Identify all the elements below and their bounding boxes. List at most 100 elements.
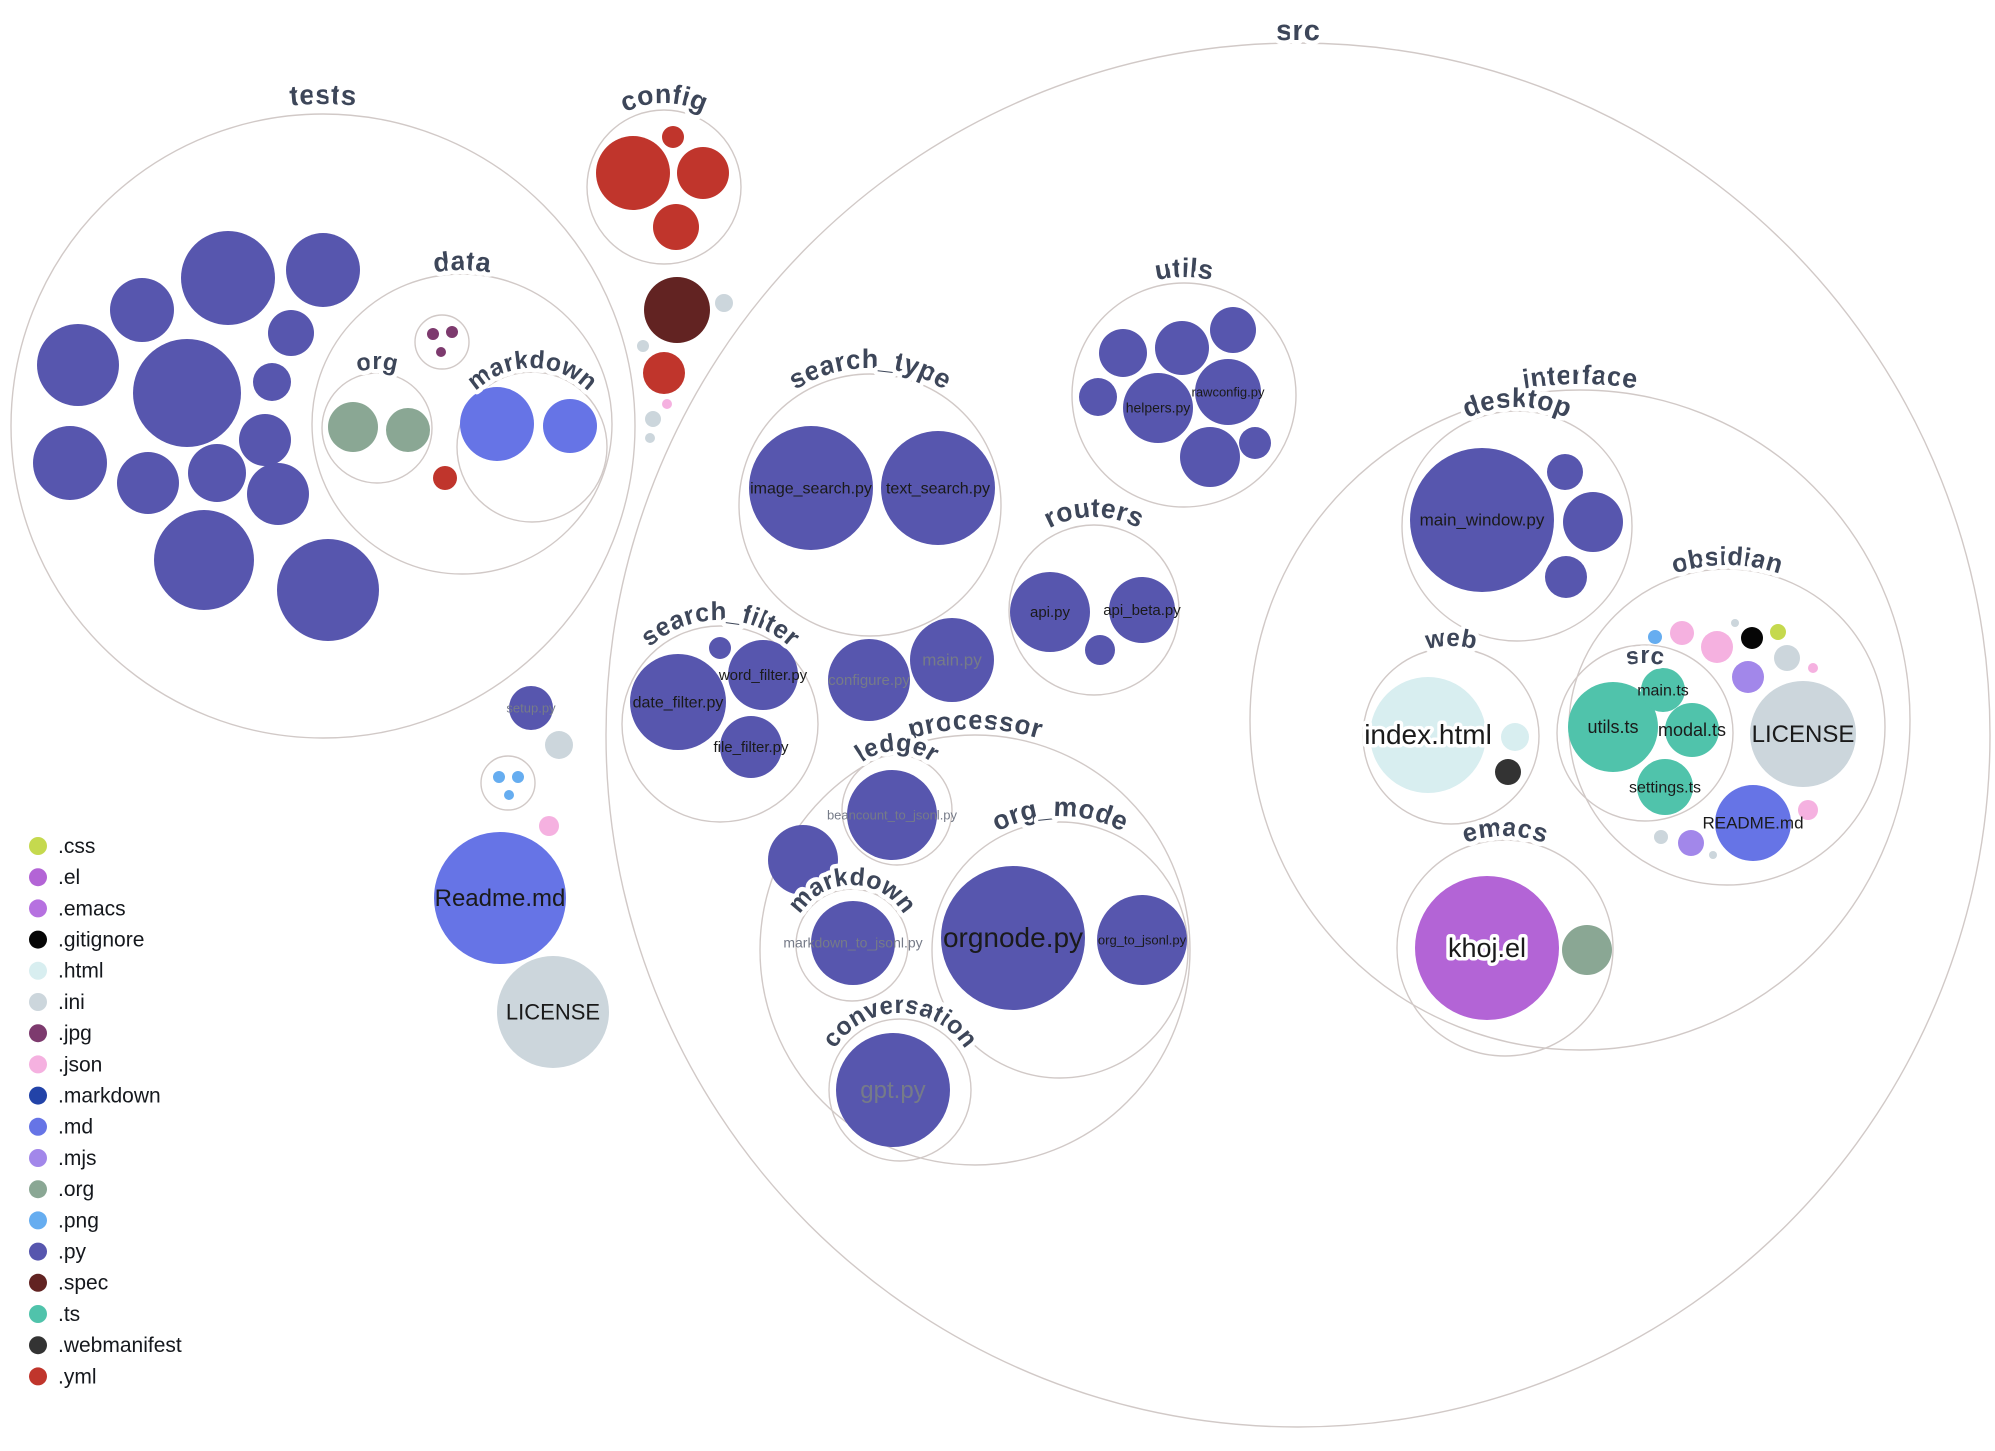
file-tests-py-3-circle [110, 278, 174, 342]
file-main-window-py-circle [1410, 448, 1554, 592]
file-obsidian-ini-3-circle [1654, 830, 1668, 844]
file-desktop-py-3-circle [1545, 556, 1587, 598]
file-main-ts-label: main.ts [1637, 682, 1689, 699]
file-tests-py-1-circle [181, 231, 275, 325]
file-obsidian-license-circle [1750, 681, 1856, 787]
file-word-filter-py-circle [728, 640, 798, 710]
legend-dot-org [29, 1180, 47, 1199]
file-root-ini-3-circle [637, 340, 649, 352]
file-orgnode-py-label: orgnode.py [943, 922, 1083, 953]
dir-obsidian-src-circle [1556, 644, 1734, 822]
file-utils-ts-label: utils.ts [1587, 717, 1638, 737]
dir-web-circle [1362, 647, 1540, 825]
legend-label-gitignore: .gitignore [58, 929, 144, 952]
file-helpers-py-label: helpers.py [1126, 400, 1191, 416]
file-config-yml-1-circle [596, 136, 670, 210]
legend-label-ini: .ini [58, 991, 85, 1014]
file-root-ini-1-circle [545, 731, 573, 759]
file-processor-py-circle [768, 825, 838, 895]
file-obsidian-json-2-circle [1701, 631, 1733, 663]
dir-conversation-circle [828, 1018, 972, 1162]
file-file-filter-py-label: file_filter.py [713, 739, 789, 756]
file-routers-py-circle [1085, 635, 1115, 665]
dir-search-filter-circle [621, 625, 819, 823]
file-org-to-jsonl-py-circle [1097, 895, 1187, 985]
dir-web-label: web [1422, 624, 1479, 655]
file-data-jpg-2-circle [446, 326, 458, 338]
file-tests-py-14-circle [277, 539, 379, 641]
file-date-filter-py-circle [630, 654, 726, 750]
legend-item-json: .json [29, 1053, 102, 1076]
file-tests-py-9-circle [33, 426, 107, 500]
legend-label-yml: .yml [58, 1365, 97, 1388]
legend-item-emacs: .emacs [29, 897, 126, 920]
file-modal-ts-circle [1665, 703, 1719, 757]
legend-dot-webmanifest [29, 1336, 47, 1355]
dir-interface-label: interface [1520, 360, 1639, 395]
legend-item-ts: .ts [29, 1303, 80, 1326]
legend-dot-html [29, 961, 47, 980]
file-obsidian-readme-md-circle [1715, 785, 1791, 861]
file-root-ini-4-circle [645, 411, 661, 427]
dir-utils-circle [1071, 282, 1297, 508]
legend-label-py: .py [58, 1241, 87, 1264]
file-data-md-2-circle [543, 399, 597, 453]
legend-item-yml: .yml [29, 1365, 97, 1388]
file-root-setup-py-circle [509, 686, 553, 730]
file-data-jpg-1-circle [427, 328, 439, 340]
file-obsidian-css-circle [1770, 624, 1786, 640]
file-emacs-org-circle [1562, 925, 1612, 975]
legend-label-webmanifest: .webmanifest [58, 1334, 182, 1357]
dir-utils-label: utils [1152, 253, 1215, 286]
file-tests-py-8-circle [239, 414, 291, 466]
file-obsidian-json-1-circle [1670, 621, 1694, 645]
dir-jpg-dir-circle [414, 314, 470, 370]
file-khoj-el-circle [1415, 876, 1559, 1020]
file-beancount-to-jsonl-py-circle [847, 770, 937, 860]
file-root-ini-2-circle [715, 294, 733, 312]
file-utils-py-5-circle [1180, 427, 1240, 487]
file-web-html-2-circle [1501, 723, 1529, 751]
file-index-html-circle [1370, 677, 1486, 793]
dir-obsidian-src-label: src [1624, 642, 1667, 671]
dir-org-label: org [354, 348, 401, 378]
file-search-filter-py-circle [709, 637, 731, 659]
legend-label-spec: .spec [58, 1272, 108, 1295]
file-data-org-2-circle [386, 408, 430, 452]
file-config-yml-3-circle [677, 147, 729, 199]
dir-org-circle [321, 372, 433, 484]
legend-item-css: .css [29, 835, 95, 858]
file-root-ini-5-circle [645, 433, 655, 443]
legend-dot-py [29, 1242, 47, 1261]
legend-dot-json [29, 1055, 47, 1074]
file-main-ts-circle [1641, 668, 1685, 712]
file-gpt-py-label: gpt.py [860, 1077, 925, 1104]
file-api-py-circle [1010, 572, 1090, 652]
file-tests-py-6-circle [133, 339, 241, 447]
file-utils-py-6-circle [1239, 427, 1271, 459]
dir-desktop-circle [1401, 410, 1633, 642]
legend-label-jpg: .jpg [58, 1022, 92, 1045]
legend-item-py: .py [29, 1241, 87, 1264]
file-src-configure-py-circle [828, 639, 910, 721]
file-khoj-el-label: khoj.el [1448, 933, 1526, 963]
file-org-to-jsonl-py-label: org_to_jsonl.py [1098, 932, 1187, 947]
file-utils-py-2-circle [1155, 321, 1209, 375]
file-obsidian-license-label: LICENSE [1752, 721, 1855, 748]
dir-src-circle [605, 42, 1991, 1428]
file-obsidian-readme-md-label: README.md [1702, 814, 1803, 833]
file-main-window-py-label: main_window.py [1420, 511, 1545, 530]
legend-dot-md [29, 1117, 47, 1136]
legend: .css .el .emacs .gitignore .html .ini .jpg .jso… [29, 835, 182, 1388]
file-src-main-py-circle [910, 618, 994, 702]
file-settings-ts-circle [1637, 759, 1693, 815]
file-api-beta-py-circle [1109, 577, 1175, 643]
file-settings-ts-label: settings.ts [1629, 779, 1701, 796]
file-tests-py-7-circle [253, 363, 291, 401]
legend-item-mjs: .mjs [29, 1147, 97, 1170]
file-gpt-py-circle [836, 1033, 950, 1147]
file-file-filter-py-circle [720, 716, 782, 778]
legend-dot-gitignore [29, 930, 47, 949]
